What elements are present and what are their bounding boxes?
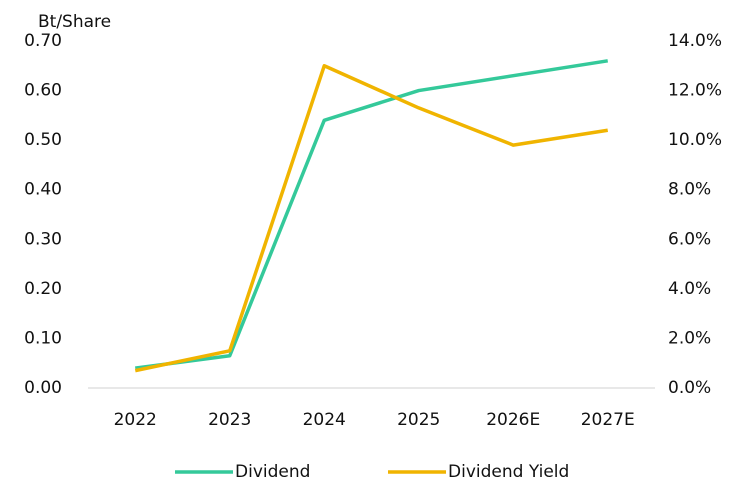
y-tick-label: 0.40 xyxy=(24,180,62,200)
series-line xyxy=(135,59,609,370)
series-line xyxy=(134,64,609,373)
y2-tick-label: 4.0% xyxy=(668,279,711,299)
y-tick-label: 0.60 xyxy=(24,81,62,101)
x-tick-label: 2024 xyxy=(303,410,346,430)
y-tick-label: 0.20 xyxy=(24,279,62,299)
y-tick-label: 0.70 xyxy=(24,31,62,51)
y2-tick-label: 6.0% xyxy=(668,229,711,249)
y-axis-label: Bt/Share xyxy=(38,12,111,32)
x-tick-label: 2026E xyxy=(486,410,540,430)
y2-tick-label: 8.0% xyxy=(668,180,711,200)
x-tick-label: 2022 xyxy=(114,410,157,430)
y-tick-label: 0.50 xyxy=(24,130,62,150)
legend-label: Dividend Yield xyxy=(448,462,569,482)
x-tick-label: 2023 xyxy=(208,410,251,430)
legend-label: Dividend xyxy=(235,462,310,482)
y2-tick-label: 0.0% xyxy=(668,378,711,398)
y2-tick-label: 14.0% xyxy=(668,31,722,51)
y2-tick-label: 12.0% xyxy=(668,81,722,101)
x-tick-label: 2025 xyxy=(397,410,440,430)
x-tick-label: 2027E xyxy=(581,410,635,430)
y-tick-label: 0.10 xyxy=(24,328,62,348)
y-tick-label: 0.30 xyxy=(24,229,62,249)
y2-tick-label: 2.0% xyxy=(668,328,711,348)
y2-tick-label: 10.0% xyxy=(668,130,722,150)
y-tick-label: 0.00 xyxy=(24,378,62,398)
